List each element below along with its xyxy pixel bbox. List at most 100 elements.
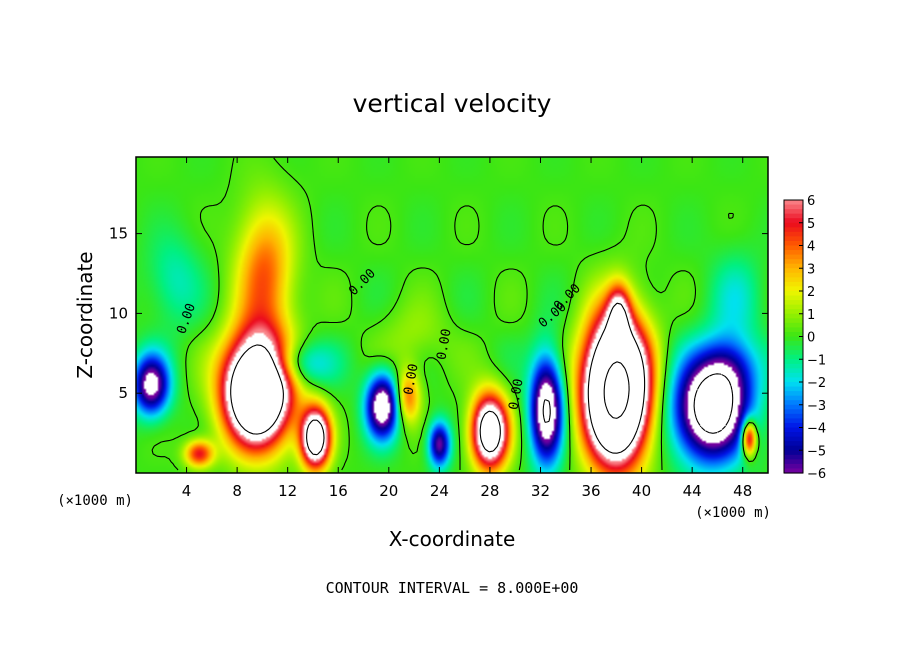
colorbar-swatch xyxy=(784,318,803,324)
colorbar-swatch xyxy=(784,377,803,383)
colorbar-swatch xyxy=(784,463,803,470)
colorbar-swatch xyxy=(784,354,803,360)
heatmap-field xyxy=(136,157,768,473)
colorbar-swatch xyxy=(784,450,803,456)
colorbar-swatch xyxy=(784,286,803,292)
colorbar-tick-label: 2 xyxy=(807,285,815,300)
colorbar-swatch xyxy=(784,382,803,388)
x-tick-label: 36 xyxy=(581,482,600,500)
colorbar-tick-label: −2 xyxy=(807,376,826,391)
colorbar-swatch xyxy=(784,331,803,338)
colorbar-swatch xyxy=(784,313,803,319)
colorbar-tick-label: 6 xyxy=(807,194,815,209)
colorbar-swatch xyxy=(784,441,803,447)
colorbar-swatch xyxy=(784,359,803,365)
x-tick-label: 44 xyxy=(683,482,702,500)
colorbar-tick-label: 3 xyxy=(807,262,815,277)
colorbar-swatch xyxy=(784,322,803,328)
contour-interval-note: CONTOUR INTERVAL = 8.000E+00 xyxy=(326,579,579,597)
contour-label: 0.00 xyxy=(401,363,421,396)
x-axis-label: X-coordinate xyxy=(389,527,516,551)
colorbar-swatch xyxy=(784,341,803,347)
colorbar-swatch xyxy=(784,391,803,397)
colorbar-swatch xyxy=(784,413,803,419)
colorbar-swatch xyxy=(784,300,803,306)
colorbar-tick-label: −3 xyxy=(807,399,826,414)
colorbar-swatch xyxy=(784,432,803,438)
colorbar-swatch xyxy=(784,245,803,251)
colorbar-swatch xyxy=(784,268,803,274)
z-units-label: (×1000 m) xyxy=(695,505,771,521)
colorbar-swatch xyxy=(784,336,803,342)
colorbar-tick-label: 0 xyxy=(807,331,815,346)
x-units-label: (×1000 m) xyxy=(57,493,133,509)
colorbar-swatch xyxy=(784,372,803,379)
colorbar-swatch xyxy=(784,295,803,301)
colorbar-tick-label: −4 xyxy=(807,422,826,437)
colorbar-swatch xyxy=(784,209,803,215)
x-tick-label: 8 xyxy=(232,482,242,500)
colorbar-swatch xyxy=(784,404,803,410)
colorbar-tick-label: 4 xyxy=(807,240,815,255)
colorbar-swatch xyxy=(784,445,803,451)
colorbar-swatch xyxy=(784,345,803,351)
chart-title: vertical velocity xyxy=(353,89,552,118)
x-tick-label: 12 xyxy=(278,482,297,500)
contour-negative xyxy=(542,373,734,434)
heatmap-image xyxy=(136,157,768,473)
x-tick-label: 16 xyxy=(329,482,348,500)
x-tick-label: 32 xyxy=(531,482,550,500)
y-tick-label: 5 xyxy=(118,384,128,402)
colorbar-swatch xyxy=(784,263,803,269)
colorbar-swatch xyxy=(784,386,803,392)
colorbar-swatch xyxy=(784,427,803,433)
colorbar-swatch xyxy=(784,272,803,278)
colorbar-tick-label: 1 xyxy=(807,308,815,323)
colorbar-swatch xyxy=(784,277,803,283)
colorbar-swatch xyxy=(784,236,803,242)
colorbar-swatch xyxy=(784,250,803,256)
y-tick-label: 10 xyxy=(109,304,128,322)
colorbar-swatch xyxy=(784,459,803,465)
y-axis: 5 10 15 xyxy=(109,225,768,402)
x-tick-label: 40 xyxy=(632,482,651,500)
colorbar-swatch xyxy=(784,218,803,224)
colorbar-swatch xyxy=(784,309,803,315)
colorbar-swatch xyxy=(784,304,803,310)
y-axis-label: Z-coordinate xyxy=(73,251,97,378)
colorbar-swatch xyxy=(784,409,803,415)
colorbar-swatch xyxy=(784,240,803,247)
contour-label: 0.00 xyxy=(434,328,454,361)
colorbar-swatch xyxy=(784,213,803,219)
colorbar-swatch xyxy=(784,454,803,460)
colorbar-swatch xyxy=(784,204,803,210)
colorbar-swatch xyxy=(784,368,803,374)
x-tick-label: 4 xyxy=(182,482,192,500)
contour-label: 0.00 xyxy=(506,378,526,411)
colorbar-swatch xyxy=(784,227,803,233)
colorbar-swatch xyxy=(784,395,803,401)
x-axis: 4 8 12 16 20 24 28 32 36 40 44 48 xyxy=(182,157,752,500)
contour-line xyxy=(230,302,646,456)
colorbar-swatch xyxy=(784,222,803,228)
x-tick-label: 48 xyxy=(733,482,752,500)
plot-frame xyxy=(135,156,769,474)
colorbar-swatch xyxy=(784,200,803,206)
colorbar-swatch xyxy=(784,291,803,297)
y-tick-label: 15 xyxy=(109,225,128,243)
colorbar-swatch xyxy=(784,400,803,406)
colorbar-swatch xyxy=(784,363,803,369)
colorbar-tick-label: −6 xyxy=(807,467,826,482)
colorbar-swatch xyxy=(784,259,803,265)
colorbar-swatch xyxy=(784,231,803,237)
colorbar-swatch xyxy=(784,422,803,429)
colorbar: 6 5 4 3 2 1 0 −1 −2 −3 −4 −5 −6 xyxy=(783,194,826,482)
colorbar-swatch xyxy=(784,468,803,474)
x-tick-label: 20 xyxy=(379,482,398,500)
contour-line xyxy=(603,361,630,419)
contour-lines xyxy=(151,157,760,471)
x-tick-label: 24 xyxy=(430,482,449,500)
x-tick-label: 28 xyxy=(480,482,499,500)
contour-line xyxy=(151,157,760,471)
